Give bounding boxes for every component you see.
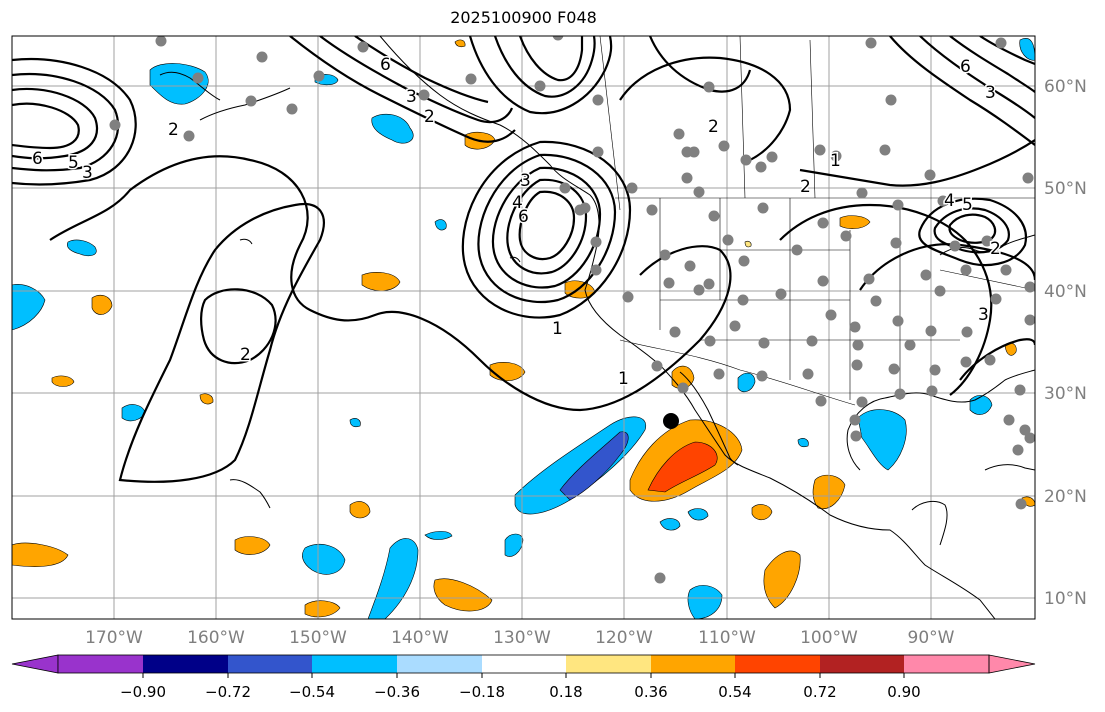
colorbar-segment bbox=[397, 655, 482, 673]
colorbar-segment bbox=[904, 655, 989, 673]
colorbar-tick-label: −0.54 bbox=[289, 683, 335, 701]
lon-label: 120°W bbox=[595, 628, 653, 648]
colorbar-tick-label: 0.72 bbox=[803, 683, 836, 701]
lon-label: 130°W bbox=[493, 628, 551, 648]
lon-label: 160°W bbox=[187, 628, 245, 648]
latitude-labels: 60°N 50°N 40°N 30°N 20°N 10°N bbox=[1044, 77, 1087, 609]
contour-label: 2 bbox=[990, 239, 1001, 259]
contour-label: 3 bbox=[520, 171, 531, 191]
contour-label: 6 bbox=[380, 55, 391, 75]
lat-label: 30°N bbox=[1044, 384, 1087, 404]
colorbar-segment bbox=[482, 655, 566, 673]
contour-label: 6 bbox=[960, 57, 971, 77]
colorbar-tick-label: −0.18 bbox=[459, 683, 505, 701]
contour-label: 3 bbox=[82, 163, 93, 183]
colorbar-segment bbox=[228, 655, 312, 673]
contour-label: 2 bbox=[168, 120, 179, 140]
lon-label: 170°W bbox=[85, 628, 143, 648]
lat-label: 60°N bbox=[1044, 77, 1087, 97]
colorbar-segment bbox=[988, 654, 1036, 674]
map-background bbox=[12, 36, 1035, 619]
contour-label: 6 bbox=[518, 207, 529, 227]
contour-label: 3 bbox=[406, 87, 417, 107]
negative-anomaly-areas bbox=[12, 38, 1035, 619]
graticule bbox=[12, 36, 1035, 619]
height-contours bbox=[12, 36, 1035, 483]
contour-label: 5 bbox=[68, 153, 79, 173]
colorbar-segment bbox=[735, 655, 820, 673]
lon-label: 100°W bbox=[800, 628, 858, 648]
colorbar-segment bbox=[312, 655, 397, 673]
lon-label: 110°W bbox=[698, 628, 756, 648]
storm-center-marker bbox=[663, 413, 679, 429]
contour-label: 2 bbox=[240, 345, 251, 365]
contour-label: 3 bbox=[985, 83, 996, 103]
colorbar-segment bbox=[11, 654, 59, 674]
colorbar-tick-label: −0.72 bbox=[205, 683, 251, 701]
map-title: 2025100900 F048 bbox=[450, 8, 597, 27]
lon-label: 140°W bbox=[391, 628, 449, 648]
colorbar-segment bbox=[651, 655, 735, 673]
contour-label: 4 bbox=[944, 191, 955, 211]
contour-labels: 6 5 3 2 6 3 2 2 3 4 6 1 1 2 2 1 6 3 4 5 … bbox=[31, 54, 1003, 391]
contour-label: 1 bbox=[618, 369, 629, 389]
lon-label: 90°W bbox=[908, 628, 955, 648]
colorbar-segment bbox=[58, 655, 143, 673]
colorbar-tick-label: −0.36 bbox=[374, 683, 420, 701]
positive-anomaly-areas bbox=[12, 39, 1035, 618]
political-borders bbox=[599, 36, 1035, 406]
lat-label: 40°N bbox=[1044, 282, 1087, 302]
station-markers bbox=[109, 36, 1035, 584]
colorbar: −0.90 −0.72 −0.54 −0.36 −0.18 0.18 0.36 … bbox=[11, 654, 1036, 701]
colorbar-segment bbox=[143, 655, 228, 673]
colorbar-tick-label: 0.54 bbox=[718, 683, 751, 701]
contour-label: 4 bbox=[512, 193, 523, 213]
lat-label: 20°N bbox=[1044, 487, 1087, 507]
lon-label: 150°W bbox=[289, 628, 347, 648]
contour-label: 1 bbox=[830, 151, 841, 171]
longitude-labels: 170°W 160°W 150°W 140°W 130°W 120°W 110°… bbox=[85, 628, 955, 648]
coastlines bbox=[159, 36, 1035, 619]
lat-label: 10°N bbox=[1044, 589, 1087, 609]
colorbar-segment bbox=[820, 655, 904, 673]
contour-label: 5 bbox=[962, 195, 973, 215]
lat-label: 50°N bbox=[1044, 179, 1087, 199]
map-frame bbox=[11, 35, 1036, 620]
contour-label: 3 bbox=[978, 305, 989, 325]
contour-label: 6 bbox=[32, 149, 43, 169]
contour-label: 1 bbox=[552, 319, 563, 339]
colorbar-tick-label: 0.90 bbox=[887, 683, 920, 701]
colorbar-tick-label: 0.36 bbox=[634, 683, 667, 701]
colorbar-segment bbox=[566, 655, 651, 673]
contour-label: 2 bbox=[708, 117, 719, 137]
contour-label: 2 bbox=[424, 107, 435, 127]
colorbar-tick-label: −0.90 bbox=[120, 683, 166, 701]
colorbar-outline bbox=[57, 654, 990, 674]
colorbar-tick-label: 0.18 bbox=[549, 683, 582, 701]
contour-label: 2 bbox=[800, 177, 811, 197]
